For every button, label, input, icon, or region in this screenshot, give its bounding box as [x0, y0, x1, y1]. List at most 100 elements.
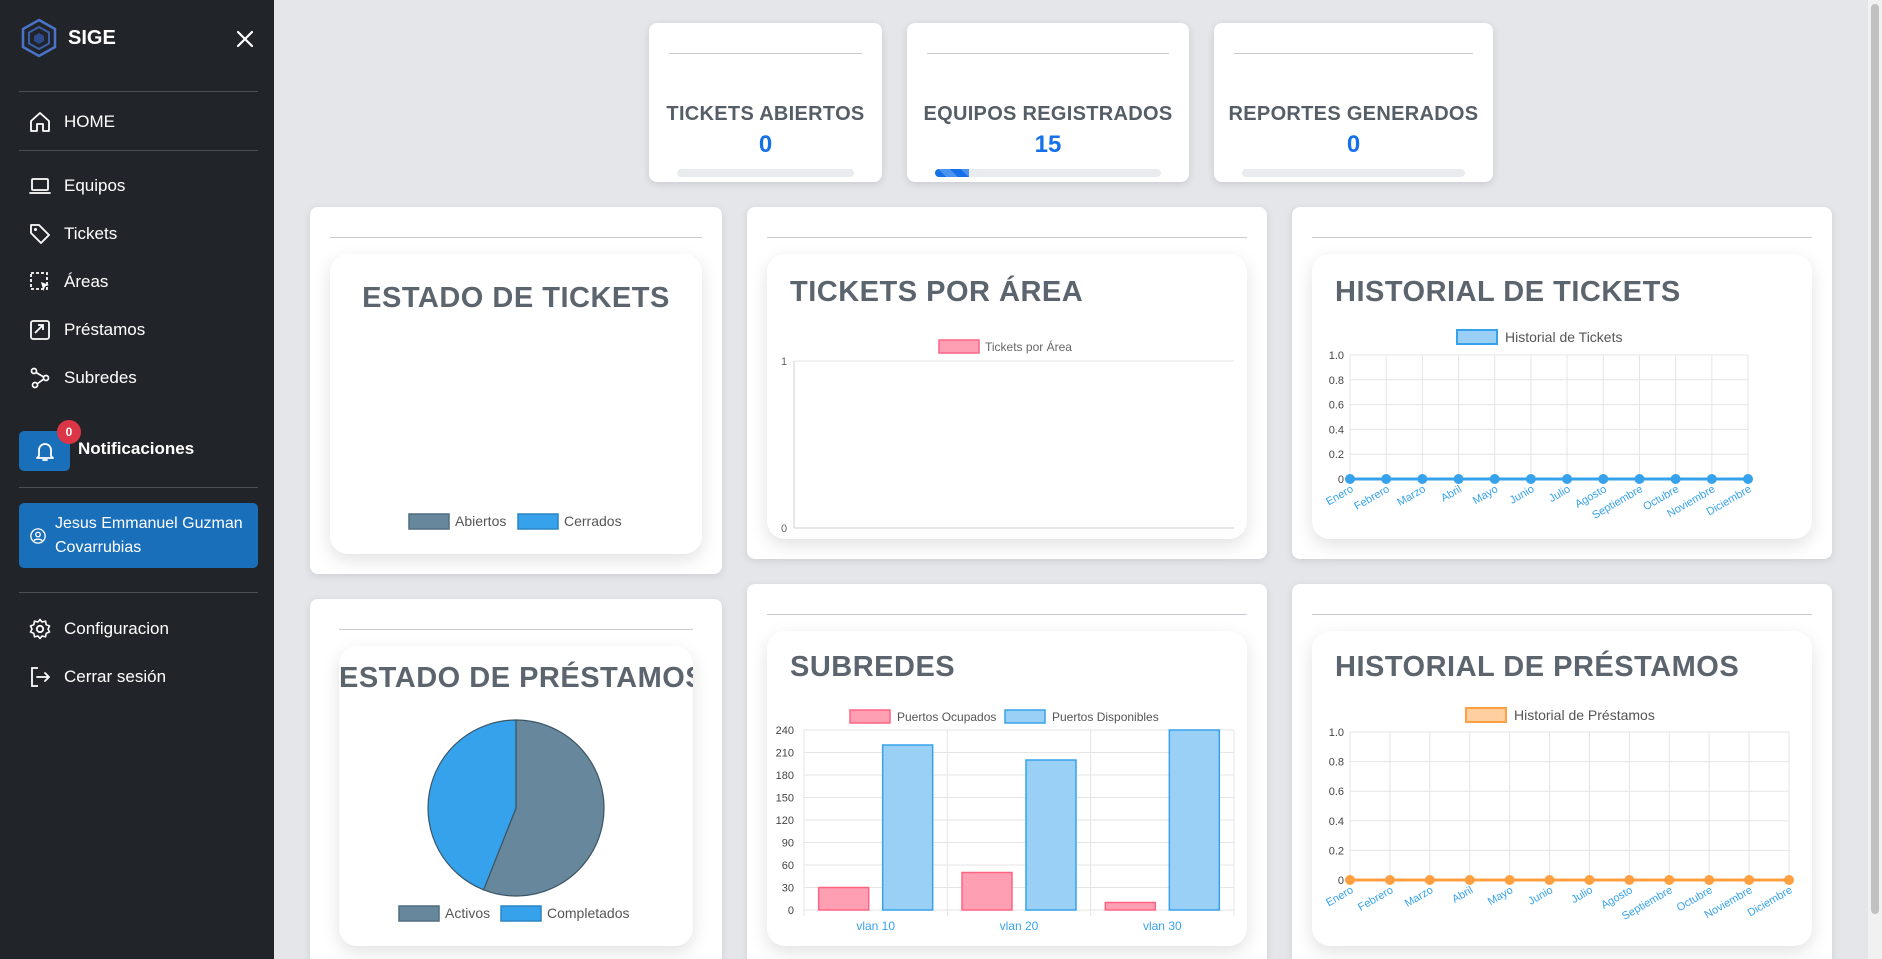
y-tick-label: 0 — [1338, 474, 1344, 486]
legend-label: Tickets por Área — [985, 339, 1072, 354]
chart-title: HISTORIAL DE TICKETS — [1335, 276, 1681, 308]
legend-label: Puertos Disponibles — [1052, 710, 1159, 724]
data-point — [1525, 474, 1536, 484]
sidebar-item-tickets[interactable]: Tickets — [28, 222, 117, 246]
data-point — [1706, 474, 1717, 484]
x-tick-label: Mayo — [1486, 884, 1515, 908]
chart-card-tickets-area: TICKETS POR ÁREA Tickets por Área 1 0 — [767, 254, 1247, 539]
y-tick-label: 0.4 — [1329, 424, 1344, 436]
y-tick-label: 0.8 — [1329, 375, 1344, 387]
gear-icon — [29, 618, 51, 640]
bell-icon — [35, 443, 54, 461]
y-tick-label: 30 — [782, 883, 794, 895]
close-sidebar-icon[interactable] — [232, 26, 258, 52]
y-tick-label: 0 — [788, 905, 794, 917]
data-point — [1453, 474, 1464, 484]
bar-ocupados — [961, 871, 1013, 911]
legend-swatch-disponibles — [1004, 709, 1046, 724]
stat-title: TICKETS ABIERTOS — [666, 103, 865, 125]
data-point — [1489, 474, 1500, 484]
y-tick-label: 1.0 — [1329, 727, 1344, 739]
data-point — [1598, 474, 1609, 484]
data-point — [1624, 875, 1635, 885]
stat-card-tickets-abiertos: TICKETS ABIERTOS 0 — [649, 23, 882, 182]
user-profile-button[interactable]: Jesus Emmanuel Guzman Covarrubias — [19, 503, 258, 568]
network-icon — [30, 367, 50, 389]
divider — [669, 53, 862, 54]
sidebar-item-label: Préstamos — [64, 320, 146, 339]
data-point — [1664, 875, 1675, 885]
data-point — [1345, 875, 1355, 885]
y-tick-label: 180 — [776, 770, 794, 782]
chart-card-subredes: SUBREDES Puertos Ocupados Puertos Disponi… — [767, 631, 1247, 946]
legend-label-completados: Completados — [547, 905, 630, 921]
notifications-label[interactable]: Notificaciones — [78, 439, 195, 458]
chart-title: ESTADO DE PRÉSTAMOS — [339, 662, 693, 694]
sidebar-item-areas[interactable]: Áreas — [28, 270, 108, 294]
historial-prestamos-chart: Historial de Préstamos 1.0 0.8 0.6 0.4 0.2 0En… — [1324, 707, 1795, 923]
y-tick-label: 90 — [782, 838, 794, 850]
bar-disponibles — [881, 744, 934, 911]
y-tick-label: 240 — [776, 725, 794, 737]
chart-title: HISTORIAL DE PRÉSTAMOS — [1335, 651, 1740, 683]
y-tick-label: 150 — [776, 793, 794, 805]
divider — [339, 629, 693, 630]
legend-swatch-completados — [500, 905, 542, 922]
logout-icon — [31, 667, 50, 687]
subredes-chart: Puertos Ocupados Puertos Disponibles 240 21… — [776, 709, 1235, 933]
x-tick-label: Marzo — [1403, 884, 1435, 910]
progress-bar — [677, 169, 854, 177]
progress-bar — [935, 169, 1161, 177]
y-tick-label: 0 — [781, 523, 787, 535]
sidebar-item-label: Subredes — [64, 368, 137, 387]
bar-disponibles — [1025, 759, 1077, 911]
divider — [767, 237, 1247, 238]
estado-tickets-chart: Abiertos Cerrados — [408, 513, 622, 530]
sidebar-item-label: Equipos — [64, 176, 126, 195]
legend-label-cerrados: Cerrados — [564, 513, 622, 529]
y-tick-label: 0.6 — [1329, 400, 1344, 412]
data-point — [1384, 875, 1395, 885]
progress-fill — [935, 169, 969, 177]
data-point — [1424, 875, 1435, 885]
x-tick-label: vlan 10 — [856, 919, 895, 933]
sidebar-item-configuracion[interactable]: Configuracion — [28, 617, 169, 641]
sidebar-item-equipos[interactable]: Equipos — [28, 174, 125, 198]
sidebar-item-subredes[interactable]: Subredes — [28, 366, 137, 390]
data-point — [1704, 875, 1715, 885]
nav-home[interactable]: HOME — [28, 110, 115, 134]
data-point — [1634, 474, 1645, 484]
sidebar: SIGE HOME Equipos Tickets Áreas Préstamo… — [0, 0, 274, 959]
bar-disponibles — [1168, 729, 1221, 911]
logout-label: Cerrar sesión — [64, 667, 167, 686]
x-tick-label: Enero — [1324, 483, 1355, 508]
y-tick-label: 120 — [776, 815, 794, 827]
notification-count-badge: 0 — [57, 420, 81, 444]
data-point — [1504, 875, 1515, 885]
legend-swatch-abiertos — [408, 513, 450, 530]
data-point — [1584, 875, 1595, 885]
x-tick-label: Abril — [1439, 483, 1464, 504]
data-point — [1744, 875, 1755, 885]
legend-label: Historial de Tickets — [1505, 329, 1622, 345]
brand[interactable]: SIGE — [20, 18, 116, 58]
legend-swatch-ocupados — [849, 709, 891, 724]
x-tick-label: Julio — [1547, 483, 1573, 505]
user-circle-icon — [30, 527, 46, 544]
scrollbar-thumb[interactable] — [1871, 4, 1879, 914]
stat-value: 0 — [1346, 131, 1361, 158]
estado-prestamos-chart: Activos Completados — [398, 719, 630, 922]
x-tick-label: Marzo — [1395, 483, 1427, 509]
page-scrollbar[interactable] — [1868, 0, 1882, 959]
data-point — [1544, 875, 1555, 885]
chart-card-estado-tickets: ESTADO DE TICKETS Abiertos Cerrados — [330, 254, 702, 554]
tickets-area-chart: Tickets por Área 1 0 — [781, 339, 1234, 535]
divider — [19, 487, 258, 488]
logout-button[interactable]: Cerrar sesión — [28, 665, 166, 689]
sige-logo-icon — [21, 18, 57, 58]
pie-slice-activos — [482, 719, 605, 897]
sidebar-item-prestamos[interactable]: Préstamos — [28, 318, 145, 342]
stat-value: 0 — [758, 131, 773, 158]
legend-label: Puertos Ocupados — [897, 710, 996, 724]
nav-home-label: HOME — [64, 112, 115, 131]
